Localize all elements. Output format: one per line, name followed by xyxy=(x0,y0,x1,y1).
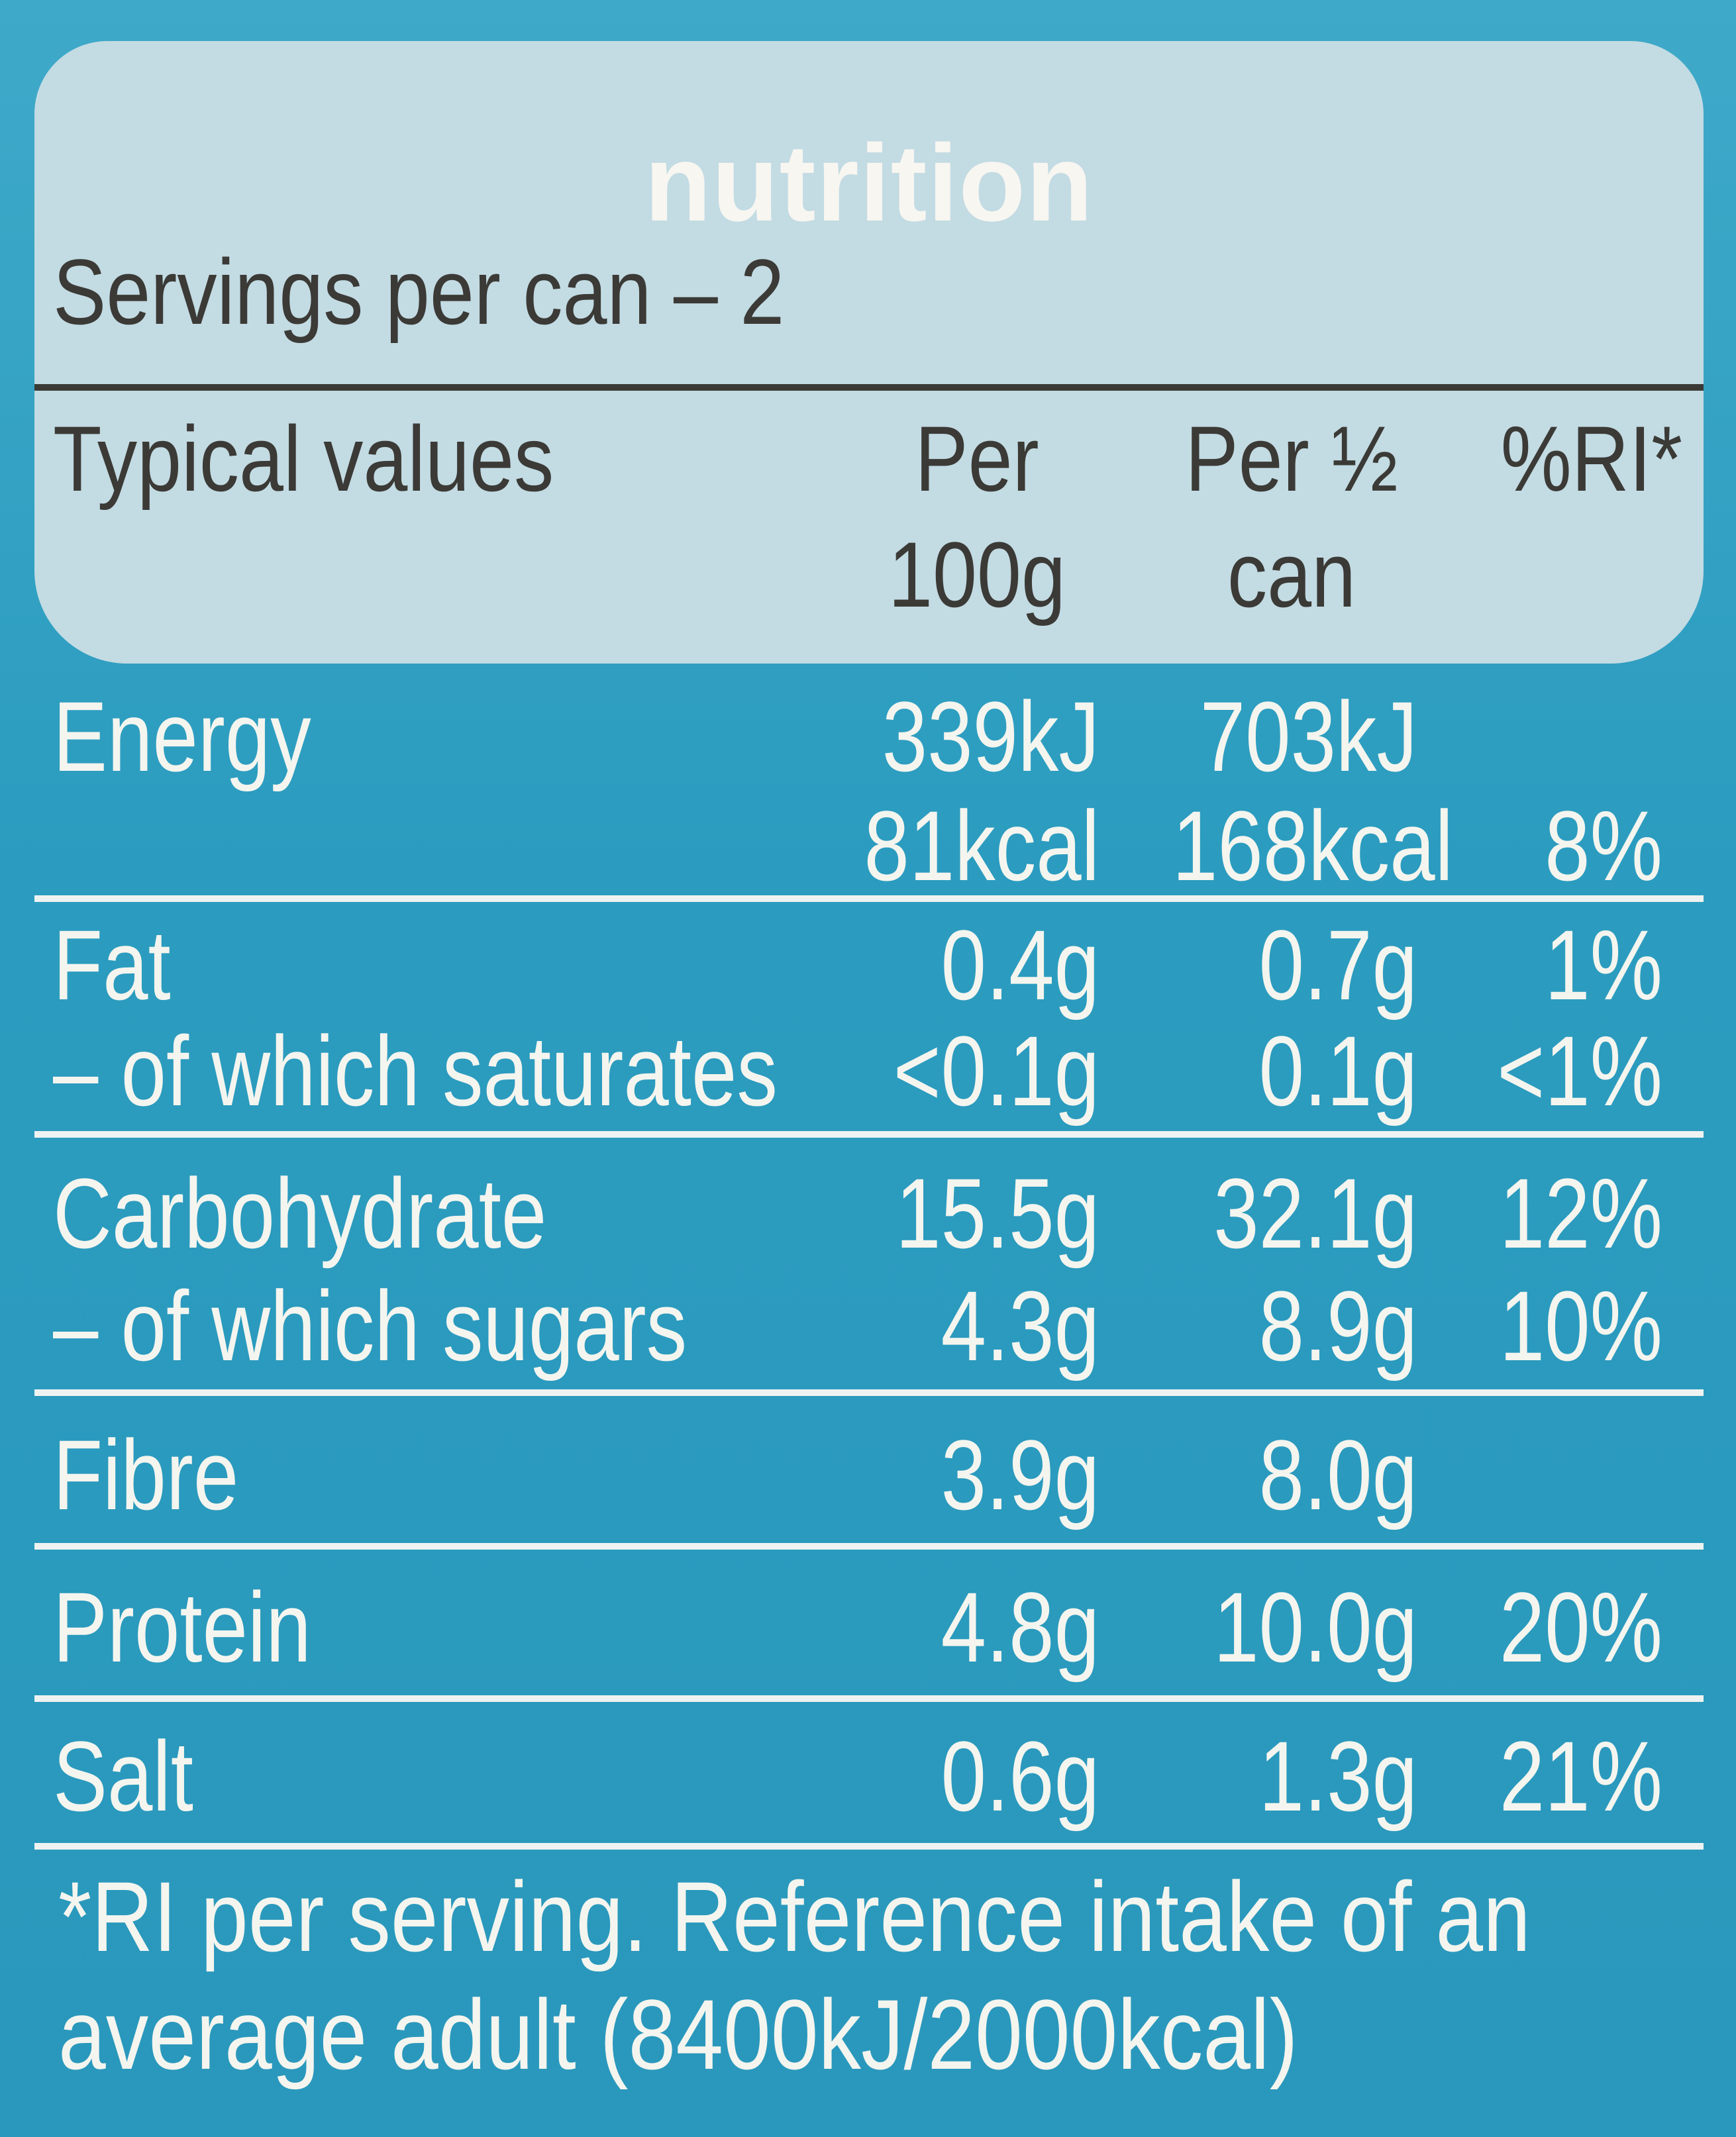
header-divider xyxy=(34,384,1704,391)
fat-ri: 1% xyxy=(1545,909,1662,1020)
saturates-per100: <0.1g xyxy=(893,1015,1099,1126)
fat-per100: 0.4g xyxy=(941,909,1099,1020)
row-divider xyxy=(34,1543,1704,1550)
saturates-ri: <1% xyxy=(1497,1015,1662,1126)
salt-ri: 21% xyxy=(1499,1720,1662,1832)
row-divider xyxy=(34,1389,1704,1396)
row-divider xyxy=(34,895,1704,902)
sugars-half: 8.9g xyxy=(1258,1270,1417,1381)
protein-ri: 20% xyxy=(1499,1571,1662,1683)
sugars-ri: 10% xyxy=(1499,1270,1662,1381)
fibre-per100: 3.9g xyxy=(941,1419,1099,1530)
ri-header: %RI* xyxy=(1500,407,1682,511)
row-divider xyxy=(34,1695,1704,1702)
energy-per100-kcal: 81kcal xyxy=(864,790,1099,901)
typical-values-header: Typical values xyxy=(53,407,554,511)
row-divider xyxy=(34,1843,1704,1850)
header-panel: nutrition xyxy=(34,41,1704,664)
fat-label: Fat xyxy=(53,909,171,1020)
fat-half: 0.7g xyxy=(1258,909,1417,1020)
per-100g-header-line1: Per xyxy=(915,407,1039,511)
salt-label: Salt xyxy=(53,1720,193,1832)
nutrition-title: nutrition xyxy=(644,122,1094,244)
protein-label: Protein xyxy=(53,1571,311,1683)
footnote-line1: *RI per serving. Reference intake of an xyxy=(58,1861,1531,1972)
salt-per100: 0.6g xyxy=(941,1720,1099,1832)
protein-per100: 4.8g xyxy=(941,1571,1099,1683)
fibre-label: Fibre xyxy=(53,1419,239,1530)
salt-half: 1.3g xyxy=(1258,1720,1417,1832)
energy-half-kcal: 168kcal xyxy=(1172,790,1453,901)
per-half-can-header-line1: Per ½ xyxy=(1185,407,1398,511)
sugars-per100: 4.3g xyxy=(941,1270,1099,1381)
sugars-label: – of which sugars xyxy=(53,1270,688,1381)
protein-half: 10.0g xyxy=(1213,1571,1417,1683)
energy-per100-kj: 339kJ xyxy=(882,681,1099,792)
carbohydrate-label: Carbohydrate xyxy=(53,1158,547,1269)
energy-half-kj: 703kJ xyxy=(1200,681,1417,792)
saturates-half: 0.1g xyxy=(1258,1015,1417,1126)
fibre-half: 8.0g xyxy=(1258,1419,1417,1530)
energy-ri: 8% xyxy=(1545,790,1662,901)
servings-per-can: Servings per can – 2 xyxy=(53,240,785,344)
carbohydrate-per100: 15.5g xyxy=(895,1158,1099,1269)
per-100g-header-line2: 100g xyxy=(888,522,1066,626)
row-divider xyxy=(34,1131,1704,1138)
saturates-label: – of which saturates xyxy=(53,1015,778,1126)
ri-footnote: *RI per serving. Reference intake of an … xyxy=(58,1858,1714,2093)
carbohydrate-ri: 12% xyxy=(1499,1158,1662,1269)
carbohydrate-half: 32.1g xyxy=(1213,1158,1417,1269)
per-half-can-header-line2: can xyxy=(1227,522,1356,626)
energy-label: Energy xyxy=(53,681,311,792)
footnote-line2: average adult (8400kJ/2000kcal) xyxy=(58,1979,1298,2090)
